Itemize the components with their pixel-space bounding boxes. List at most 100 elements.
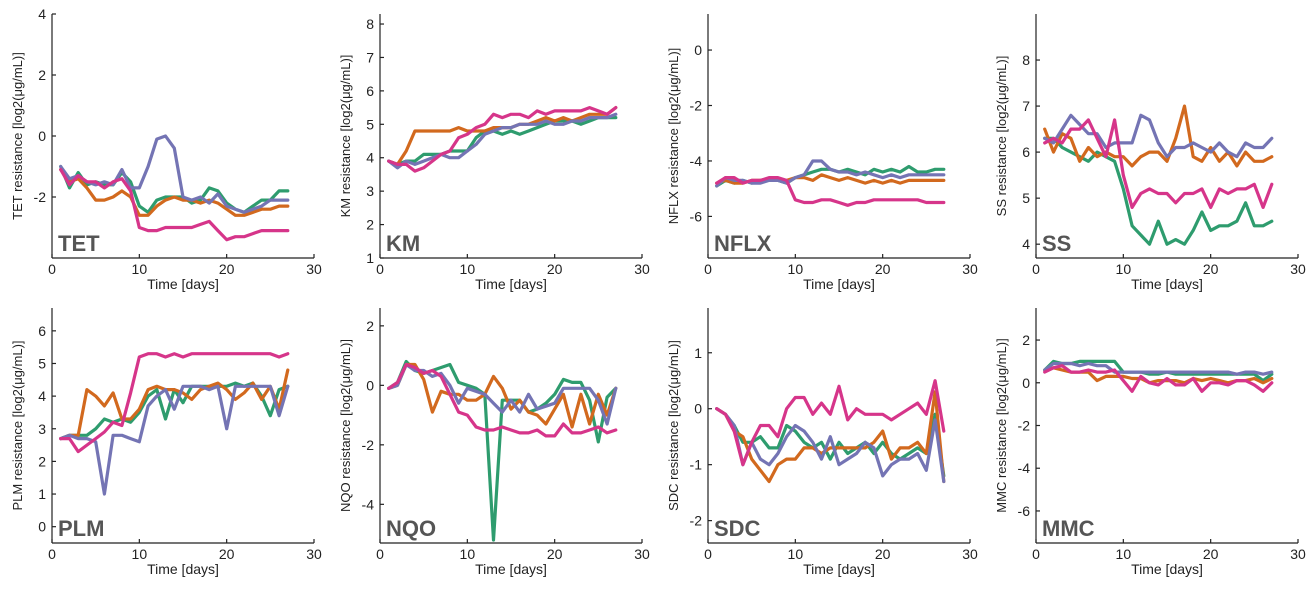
y-tick-label: 5 [38, 355, 46, 371]
y-tick-label: -4 [1018, 460, 1031, 476]
x-tick-label: 0 [1032, 261, 1040, 277]
x-axis-label: Time [days] [803, 276, 875, 292]
x-tick-label: 30 [634, 546, 650, 562]
x-tick-label: 10 [132, 546, 148, 562]
y-axis-label: SDC resistance [log2(μg/mL)] [666, 340, 681, 511]
y-tick-label: -4 [690, 153, 703, 169]
series-line-pink [387, 362, 618, 438]
x-axis-label: Time [days] [475, 276, 547, 292]
y-axis-label: MMC resistance [log2(μg/mL)] [994, 338, 1009, 512]
series-line-pink [59, 168, 290, 242]
x-tick-label: 30 [306, 546, 322, 562]
y-tick-label: -2 [34, 189, 47, 205]
y-axis-label: NFLX resistance [log2(μg/mL)] [666, 48, 681, 225]
panel-label: TET [58, 231, 100, 256]
x-tick-label: 20 [219, 546, 235, 562]
series-line-orange [715, 390, 946, 484]
panel-label: KM [386, 231, 420, 256]
series-line-pink [715, 379, 946, 467]
series-line-orange [387, 362, 618, 429]
x-tick-label: 30 [1290, 261, 1306, 277]
y-tick-label: 6 [366, 83, 374, 99]
series-line-teal [715, 407, 946, 478]
y-tick-label: 1 [366, 250, 374, 266]
y-tick-label: 3 [366, 183, 374, 199]
panel-label: PLM [58, 516, 104, 541]
panel-mmc: 0 10 20 30 -6 -4 -2 0 2 Time [days] MMC resistance… [994, 308, 1306, 577]
y-tick-label: 8 [366, 16, 374, 32]
y-tick-label: 1 [38, 486, 46, 502]
series-line-teal [59, 164, 290, 214]
series-line-purple [715, 407, 946, 484]
y-tick-label: 2 [366, 217, 374, 233]
y-tick-label: -2 [690, 513, 703, 529]
x-axis-label: Time [days] [475, 561, 547, 577]
panel-km: 0 10 20 30 1 2 3 4 5 6 7 8 Time [days] KM resistance … [338, 14, 650, 292]
y-tick-label: -6 [690, 208, 703, 224]
x-tick-label: 0 [1032, 546, 1040, 562]
x-tick-label: 20 [547, 546, 563, 562]
x-tick-label: 20 [1203, 546, 1219, 562]
x-tick-label: 0 [376, 546, 384, 562]
x-tick-label: 30 [1290, 546, 1306, 562]
series-line-teal [387, 115, 618, 166]
y-tick-label: 0 [694, 42, 702, 58]
x-tick-label: 20 [875, 261, 891, 277]
x-axis-label: Time [days] [147, 561, 219, 577]
panel-plm: 0 10 20 30 0 1 2 3 4 5 6 Time [days] PLM resistance … [10, 308, 322, 577]
y-tick-label: -2 [1018, 418, 1031, 434]
panel-label: SDC [714, 516, 761, 541]
y-axis-label: TET resistance [log2(μg/mL)] [10, 52, 25, 220]
x-tick-label: 0 [376, 261, 384, 277]
y-tick-label: 2 [1022, 332, 1030, 348]
series-line-pink [1043, 118, 1274, 209]
series-line-orange [1043, 104, 1274, 168]
x-tick-label: 30 [962, 261, 978, 277]
series-line-pink [715, 176, 946, 207]
y-tick-label: 3 [38, 421, 46, 437]
y-tick-label: 7 [366, 49, 374, 65]
y-tick-label: 4 [38, 388, 46, 404]
y-axis-label: SS resistance [log2(μg/mL)] [994, 56, 1009, 217]
panel-label: MMC [1042, 516, 1095, 541]
y-tick-label: 4 [1022, 236, 1030, 252]
y-axis-label: KM resistance [log2(μg/mL)] [338, 55, 353, 218]
series-line-purple [387, 112, 618, 170]
y-tick-label: -1 [690, 457, 703, 473]
panel-tet: 0 10 20 30 -2 0 2 4 Time [days] TET resistance [l… [10, 6, 322, 292]
x-tick-label: 20 [547, 261, 563, 277]
panel-label: NFLX [714, 231, 772, 256]
series-line-purple [715, 159, 946, 188]
y-tick-label: 1 [694, 345, 702, 361]
x-tick-label: 30 [962, 546, 978, 562]
x-tick-label: 10 [1116, 546, 1132, 562]
x-tick-label: 10 [460, 261, 476, 277]
y-tick-label: 5 [1022, 190, 1030, 206]
x-tick-label: 10 [788, 546, 804, 562]
y-tick-label: 0 [38, 128, 46, 144]
x-tick-label: 0 [48, 546, 56, 562]
y-tick-label: 7 [1022, 98, 1030, 114]
x-tick-label: 10 [460, 546, 476, 562]
x-tick-label: 20 [219, 261, 235, 277]
panel-sdc: 0 10 20 30 -2 -1 0 1 Time [days] SDC resistance [… [666, 308, 978, 577]
x-tick-label: 30 [306, 261, 322, 277]
y-tick-label: -4 [362, 496, 375, 512]
y-tick-label: 2 [38, 67, 46, 83]
series-line-purple [1043, 361, 1274, 376]
x-tick-label: 10 [788, 261, 804, 277]
y-tick-label: 0 [1022, 375, 1030, 391]
x-axis-label: Time [days] [147, 276, 219, 292]
y-axis-label: PLM resistance [log2(μg/mL)] [10, 340, 25, 510]
y-tick-label: 2 [366, 318, 374, 334]
panel-nflx: 0 10 20 30 -6 -4 -2 0 Time [days] NFLX resistance… [666, 14, 978, 292]
panel-label: SS [1042, 231, 1071, 256]
y-tick-label: 8 [1022, 52, 1030, 68]
y-tick-label: 4 [366, 150, 374, 166]
x-tick-label: 10 [1116, 261, 1132, 277]
x-tick-label: 0 [704, 546, 712, 562]
y-tick-label: 0 [366, 377, 374, 393]
x-tick-label: 20 [1203, 261, 1219, 277]
y-tick-label: 6 [1022, 144, 1030, 160]
